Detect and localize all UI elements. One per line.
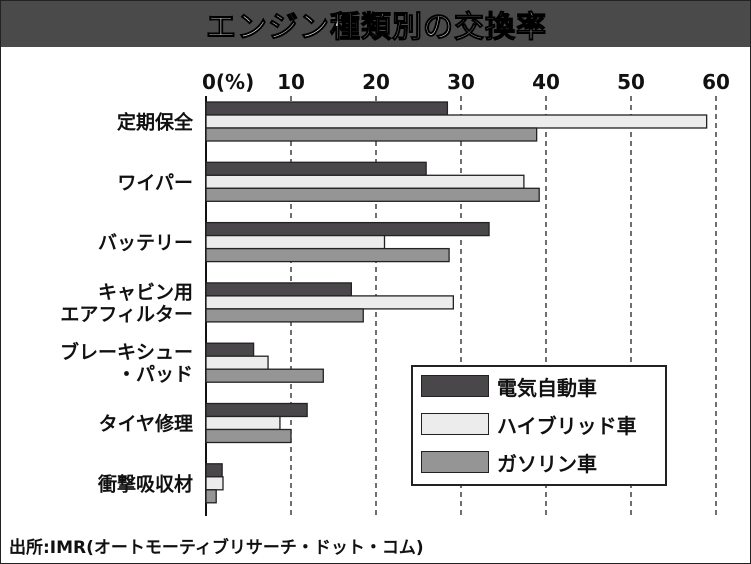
bar-0-1 (205, 161, 427, 176)
bar-0-5 (205, 402, 308, 418)
legend: 電気自動車ハイブリッド車 ガソリン車 (411, 365, 667, 486)
bar-2-1 (205, 187, 540, 202)
bar-2-2 (205, 247, 450, 263)
category-label: タイヤ修理 (99, 412, 193, 435)
legend-swatch (421, 375, 489, 397)
bar-1-0 (205, 114, 708, 129)
category-label: バッテリー (98, 232, 193, 254)
bar-chart: 0(%) 10 20 30 40 50 60 定期保全ワイパーバッテリーキャビン用エアフィルタ… (60, 70, 730, 516)
bar-2-3 (205, 308, 364, 323)
chart-title: エンジン種類別の交換率 (206, 10, 547, 46)
legend-label: ハイブリッド車 (497, 413, 637, 438)
bar-1-4 (205, 355, 269, 370)
category-label: キャビン用 (98, 281, 193, 303)
source-note: 出所:IMR(オートモーティブリサーチ・ドット・コム) (9, 538, 424, 558)
x-tick-label: 60 (702, 70, 730, 94)
bar-1-2 (205, 234, 386, 250)
legend-swatch (421, 451, 489, 473)
bar-0-2 (205, 221, 490, 237)
x-tick-label: 10 (277, 70, 305, 94)
category-label: エアフィルター (60, 303, 193, 325)
x-tick-label: 50 (617, 70, 645, 94)
legend-item: ガソリン車 (413, 443, 665, 481)
bar-2-6 (205, 489, 217, 504)
x-tick-label: 20 (362, 70, 390, 94)
category-label: 定期保全 (117, 111, 194, 134)
category-label: 衝撃吸収材 (97, 472, 193, 495)
legend-item: ハイブリッド車 (413, 405, 665, 443)
bar-0-0 (205, 101, 449, 116)
category-label: ワイパー (117, 172, 193, 194)
bar-2-5 (205, 428, 292, 444)
x-tick-label: 0(%) (202, 70, 254, 94)
bar-1-3 (205, 295, 455, 310)
bar-1-5 (205, 415, 281, 431)
legend-label: 電気自動車 (497, 375, 597, 400)
title-bar: エンジン種類別の交換率 (1, 1, 750, 47)
legend-swatch (421, 413, 489, 435)
legend-item: 電気自動車 (413, 367, 665, 405)
bar-1-1 (205, 174, 525, 189)
category-label: ・パッド (117, 364, 193, 386)
bar-2-0 (205, 127, 538, 142)
bar-0-6 (205, 463, 223, 478)
bar-0-3 (205, 282, 353, 297)
x-tick-label: 40 (532, 70, 560, 94)
legend-label: ガソリン車 (497, 451, 597, 476)
bar-0-4 (205, 342, 255, 357)
x-tick-label: 30 (447, 70, 475, 94)
bar-2-4 (205, 368, 324, 383)
category-label: ブレーキシュー (60, 341, 193, 364)
bar-1-6 (205, 476, 224, 491)
